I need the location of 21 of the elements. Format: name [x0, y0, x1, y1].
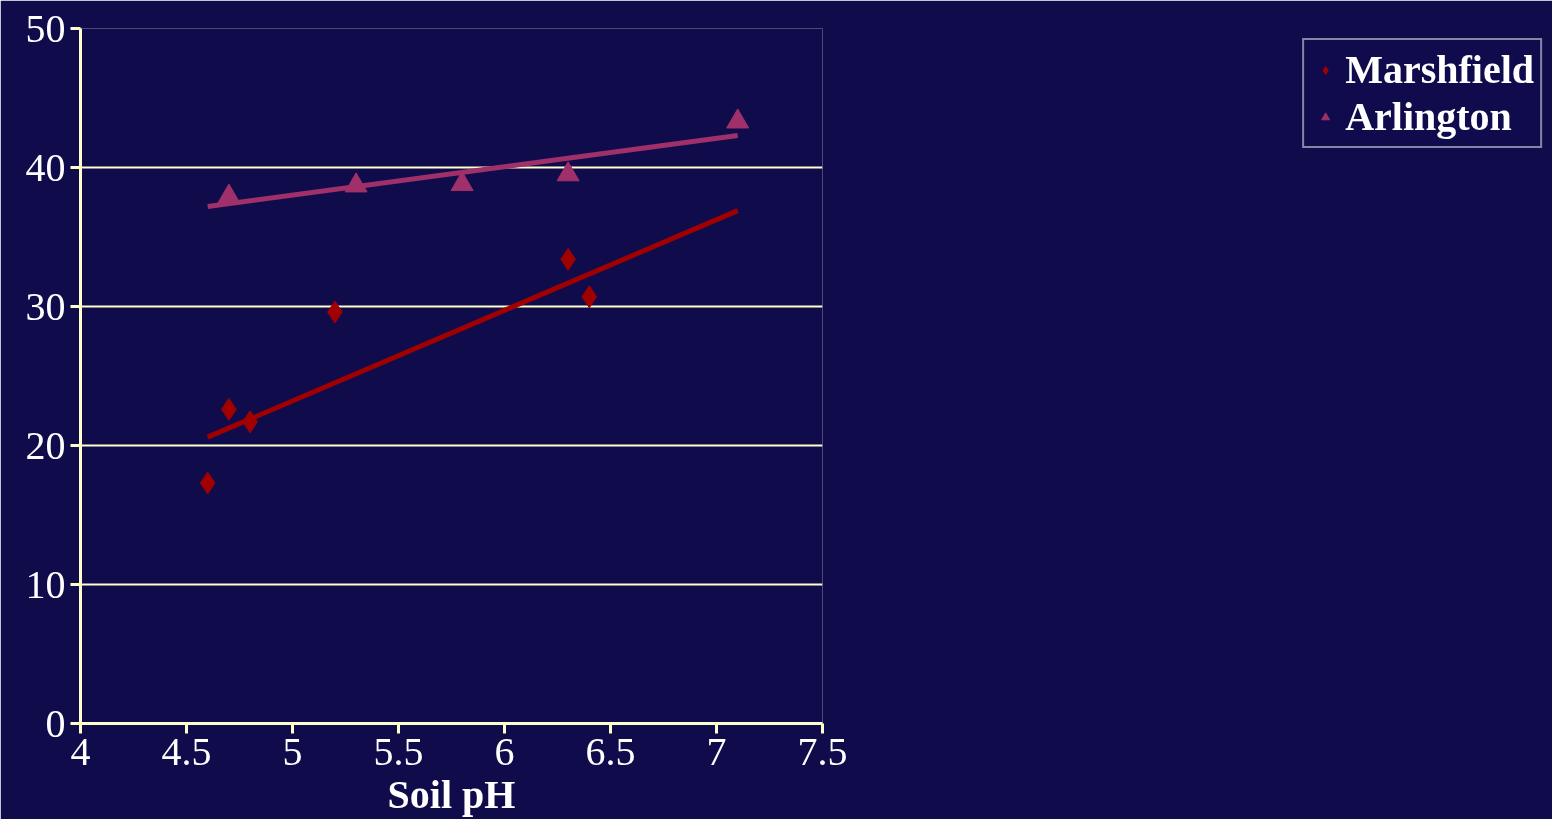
- y-tick-label: 50: [25, 5, 66, 51]
- x-tick-label: 5: [282, 728, 303, 774]
- point: [726, 108, 750, 129]
- y-tick-label: 30: [25, 283, 66, 329]
- point: [199, 471, 216, 495]
- legend-label: Arlington: [1345, 93, 1512, 140]
- x-tick-label: 7: [706, 728, 727, 774]
- x-tick-label: 6: [494, 728, 515, 774]
- point: [581, 285, 598, 309]
- x-axis-title: Soil pH: [387, 771, 516, 817]
- y-tick-label: 40: [25, 144, 66, 190]
- x-tick-label: 7.5: [797, 728, 848, 774]
- legend-label: Marshfield: [1345, 46, 1534, 93]
- x-tick-label: 4.5: [161, 728, 212, 774]
- y-tick-label: 0: [45, 700, 66, 746]
- y-tick-label: 10: [25, 561, 66, 607]
- point: [556, 161, 580, 182]
- y-tick-label: 20: [25, 422, 66, 468]
- x-tick-label: 5.5: [373, 728, 424, 774]
- x-tick-label: 4: [70, 728, 91, 774]
- x-tick-label: 6.5: [585, 728, 636, 774]
